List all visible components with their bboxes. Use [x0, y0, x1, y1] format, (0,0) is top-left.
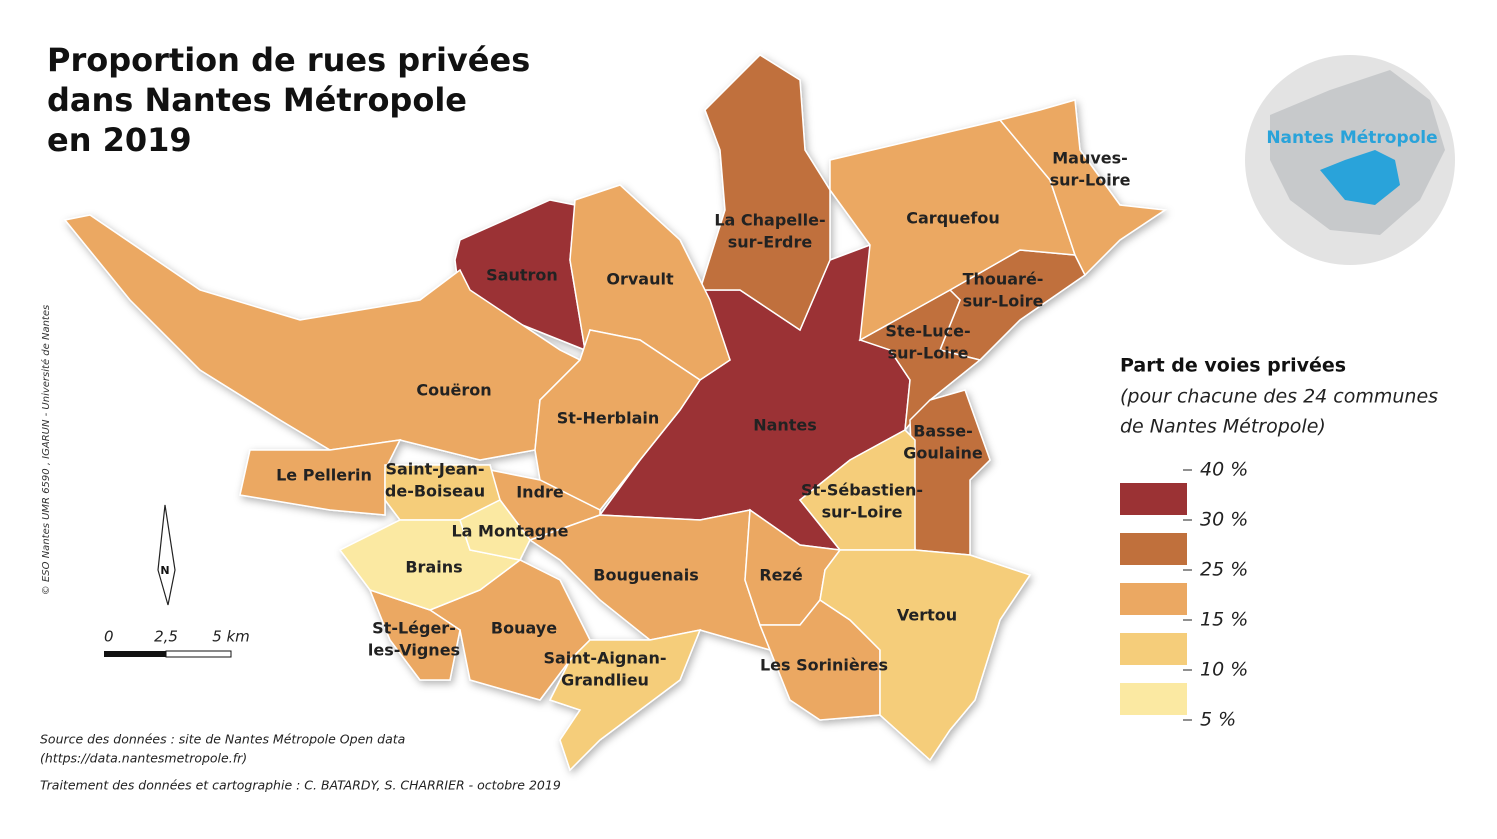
- commune-label: Carquefou: [906, 209, 999, 228]
- commune: [858, 289, 982, 433]
- commune-label: La Chapelle-: [714, 211, 825, 230]
- scale-label: 5 km: [212, 628, 250, 646]
- commune-label: Rezé: [759, 566, 802, 585]
- north-label: N: [160, 564, 169, 577]
- inset-label: Nantes Métropole: [1266, 128, 1437, 148]
- source-text: (https://data.nantesmetropole.fr): [40, 751, 247, 766]
- commune-label: sur-Loire: [888, 344, 969, 363]
- commune: [819, 549, 1032, 762]
- legend-subtitle: (pour chacune des 24 communes: [1120, 386, 1438, 408]
- legend-break-label: 15 %: [1200, 609, 1248, 631]
- legend-swatch: [1120, 533, 1187, 565]
- commune-label: Orvault: [606, 270, 674, 289]
- commune-label: Saint-Jean-: [385, 460, 484, 479]
- labels: Nantes Sautron La Chapelle-sur-Erdre Thouar…: [276, 149, 1130, 690]
- commune: [528, 509, 772, 652]
- commune: [548, 628, 702, 772]
- scale-bar: [165, 650, 232, 658]
- commune-label: Grandlieu: [561, 671, 649, 690]
- commune-label: Thouaré-: [963, 270, 1044, 289]
- commune: [698, 54, 831, 332]
- commune-label: St-Sébastien-: [801, 481, 923, 500]
- commune-label: Couëron: [416, 381, 491, 400]
- scale-label: 0: [104, 628, 114, 646]
- scale-label: 2,5: [154, 628, 178, 646]
- legend-break-label: 40 %: [1200, 459, 1248, 481]
- commune-label: sur-Loire: [822, 503, 903, 522]
- map-title: Proportion de rues privées: [47, 41, 530, 79]
- north-arrow: [157, 504, 176, 606]
- source-text: Traitement des données et cartographie :…: [40, 778, 561, 793]
- commune-label: Saint-Aignan-: [543, 649, 666, 668]
- source-text: Source des données : site de Nantes Métr…: [40, 732, 405, 747]
- commune-label: Indre: [516, 483, 564, 502]
- commune-label: Mauves-: [1052, 149, 1128, 168]
- legend-break-label: 10 %: [1200, 659, 1248, 681]
- commune: [998, 99, 1168, 277]
- commune-label: Nantes: [753, 416, 817, 435]
- commune-label: les-Vignes: [368, 641, 460, 660]
- commune-label: sur-Erdre: [728, 233, 813, 252]
- map-title: dans Nantes Métropole: [47, 81, 467, 119]
- commune: [909, 389, 991, 556]
- commune-label: sur-Loire: [1050, 171, 1131, 190]
- commune-label: St-Herblain: [557, 409, 660, 428]
- commune-label: Bouguenais: [593, 566, 698, 585]
- legend-swatch: [1120, 683, 1187, 715]
- legend-swatch: [1120, 583, 1187, 615]
- legend-swatch: [1120, 483, 1187, 515]
- legend-swatch: [1120, 633, 1187, 665]
- commune-label: sur-Loire: [963, 292, 1044, 311]
- credit: © ESO Nantes UMR 6590 , IGARUN - Univers…: [40, 305, 52, 595]
- commune-label: Le Pellerin: [276, 466, 372, 485]
- communes: [63, 54, 1168, 772]
- map-title: en 2019: [47, 121, 192, 159]
- commune-label: Bouaye: [491, 619, 557, 638]
- commune-label: Les Sorinières: [760, 656, 888, 675]
- legend-title: Part de voies privées: [1120, 355, 1346, 377]
- legend-break-label: 5 %: [1200, 709, 1236, 731]
- commune-label: Sautron: [486, 266, 558, 285]
- commune: [459, 499, 531, 561]
- inset-metropole: [1320, 150, 1400, 205]
- legend-break-label: 30 %: [1200, 509, 1248, 531]
- commune-label: La Montagne: [451, 522, 568, 541]
- commune-label: Vertou: [897, 606, 957, 625]
- commune-label: Brains: [405, 558, 462, 577]
- scale-bar: [104, 651, 166, 657]
- commune-label: Basse-: [913, 422, 973, 441]
- legend-break-label: 25 %: [1200, 559, 1248, 581]
- inset-region: [1270, 70, 1445, 235]
- commune-label: Ste-Luce-: [885, 322, 970, 341]
- commune-label: Goulaine: [903, 444, 983, 463]
- commune-label: de-Boiseau: [385, 482, 485, 501]
- legend-subtitle: de Nantes Métropole): [1120, 416, 1326, 438]
- commune-label: St-Léger-: [372, 619, 456, 638]
